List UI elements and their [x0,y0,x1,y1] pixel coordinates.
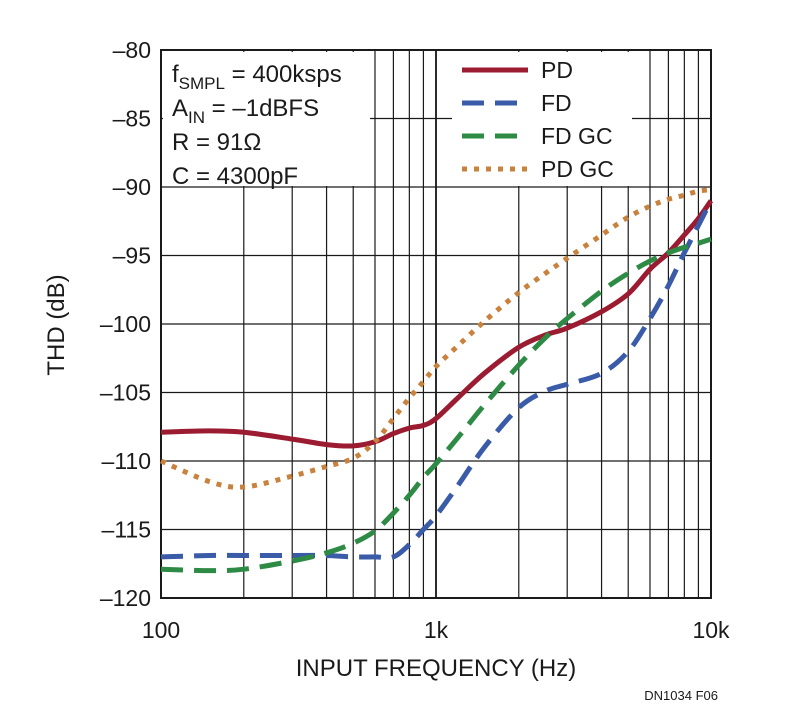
series-line-fd-gc [160,236,712,574]
figure-id: DN1034 F06 [644,688,718,703]
y-tick-label: –105 [100,380,151,406]
y-tick-label: –95 [113,243,151,269]
y-axis-label: THD (dB) [43,274,70,375]
y-tick-label: –110 [102,448,151,474]
legend-background [452,52,632,186]
legend-label: PD GC [541,156,614,182]
x-tick-label: 10k [692,617,730,643]
y-tick-label: –85 [113,106,151,132]
legend-label: FD [541,90,572,116]
plot-frame [160,49,712,599]
annotation-background [163,52,370,186]
y-tick-label: –115 [102,517,151,543]
series-line-fd [160,199,714,561]
annotation-line: AIN = –1dBFS [172,95,319,127]
legend-label: PD [541,57,573,83]
annotation-line: C = 4300pF [172,163,298,190]
tick-labels: –80 –85 –90 –95 –100 –105 –110 –115 –120 100 1k 10k [100,37,730,643]
series-layer [160,187,714,574]
legend: PD FD FD GC PD GC [452,52,632,186]
y-tick-label: –100 [100,311,151,337]
x-tick-label: 1k [424,617,449,643]
y-tick-label: –120 [100,585,151,611]
annotation-line: R = 91Ω [172,129,261,156]
x-tick-label: 100 [142,617,180,643]
series-line-pd [160,199,714,449]
y-tick-label: –90 [113,174,151,200]
legend-label: FD GC [541,123,613,149]
y-tick-label: –80 [113,37,151,63]
annotation-line: fSMPL = 400ksps [172,61,342,93]
x-axis-label: INPUT FREQUENCY (Hz) [296,655,576,682]
